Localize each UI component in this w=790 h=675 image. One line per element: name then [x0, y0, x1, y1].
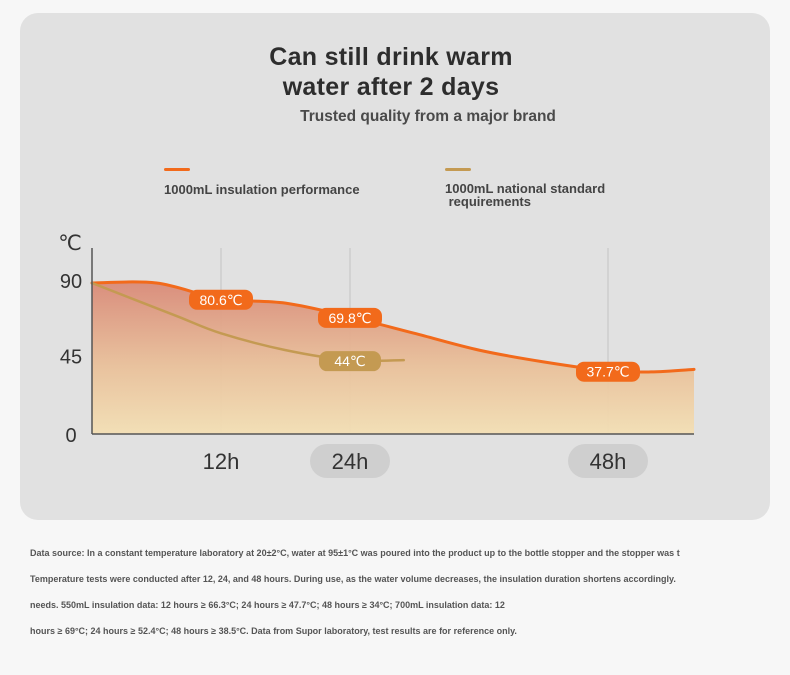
x-tick-24h: 24h — [332, 449, 369, 474]
title-line-1: Can still drink warm — [269, 43, 513, 71]
footnote-line-3: needs. 550mL insulation data: 12 hours ≥… — [30, 600, 505, 610]
data-source-footnote: Data source: In a constant temperature l… — [30, 540, 790, 644]
x-tick-pill-48h — [568, 444, 648, 478]
y-tick-0: 0 — [65, 425, 76, 447]
legend-swatch-standard — [445, 168, 471, 171]
subtitle: Trusted quality from a major brand — [300, 108, 556, 125]
standard-data-label-0-bg — [319, 351, 381, 372]
x-tick-12h: 12h — [203, 449, 240, 474]
legend-swatch-performance — [164, 168, 190, 171]
chart-card — [20, 13, 770, 520]
legend-label-standard: 1000mL national standard requirements — [445, 181, 606, 209]
page-title: Can still drink warm water after 2 days — [236, 42, 546, 102]
x-tick-48h: 48h — [590, 449, 627, 474]
x-tick-pill-24h — [310, 444, 390, 478]
footnote-line-4: hours ≥ 69°C; 24 hours ≥ 52.4°C; 48 hour… — [30, 626, 517, 636]
performance-data-label-2: 37.7℃ — [587, 364, 630, 380]
performance-data-label-1: 69.8℃ — [329, 310, 372, 326]
performance-data-label-0: 80.6℃ — [200, 292, 243, 308]
standard-data-label-0: 44℃ — [334, 353, 365, 369]
footnote-line-1: Data source: In a constant temperature l… — [30, 548, 680, 558]
footnote-line-2: Temperature tests were conducted after 1… — [30, 574, 676, 584]
performance-data-label-2-bg — [576, 361, 640, 382]
title-line-2: water after 2 days — [282, 73, 500, 101]
y-axis-unit: ℃ — [58, 232, 82, 255]
y-tick-90: 90 — [60, 271, 82, 293]
performance-area — [92, 281, 694, 434]
y-tick-45: 45 — [60, 347, 82, 369]
performance-data-label-0-bg — [189, 289, 253, 310]
legend-label-performance: 1000mL insulation performance — [164, 182, 360, 197]
performance-data-label-1-bg — [318, 307, 382, 328]
